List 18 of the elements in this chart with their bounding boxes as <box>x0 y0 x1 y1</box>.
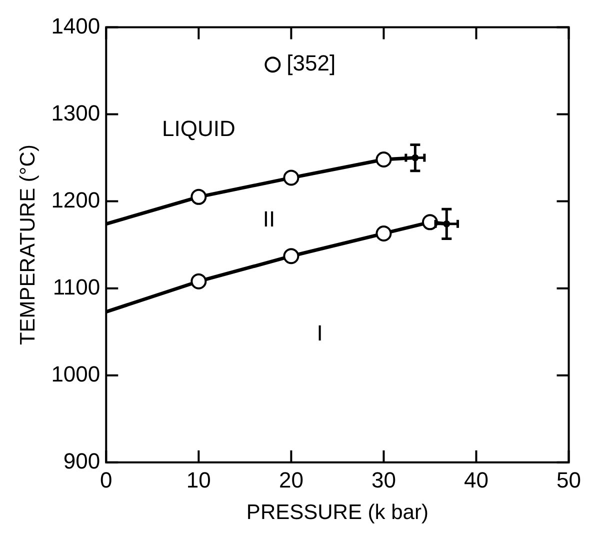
x-tick-label: 0 <box>100 468 112 493</box>
annotation: LIQUID <box>162 116 236 141</box>
x-tick-label: 30 <box>371 468 396 493</box>
annotation: I <box>316 320 323 346</box>
y-tick-label: 1200 <box>51 187 100 212</box>
y-tick-label: 1300 <box>51 100 100 126</box>
x-tick-label: 50 <box>556 468 582 493</box>
y-tick-label: 900 <box>63 448 100 474</box>
annotation: II <box>262 206 276 232</box>
x-axis-title: PRESSURE (k bar) <box>246 501 428 524</box>
annotation: [352] <box>286 50 336 76</box>
y-axis-title: TEMPERATURE (°C) <box>16 144 40 346</box>
x-tick-label: 10 <box>186 468 211 493</box>
y-tick-label: 1000 <box>51 361 100 386</box>
x-tick-label: 20 <box>278 468 304 493</box>
x-tick-label: 40 <box>464 468 488 493</box>
y-tick-label: 1100 <box>52 274 100 300</box>
y-tick-label: 1400 <box>51 13 100 38</box>
